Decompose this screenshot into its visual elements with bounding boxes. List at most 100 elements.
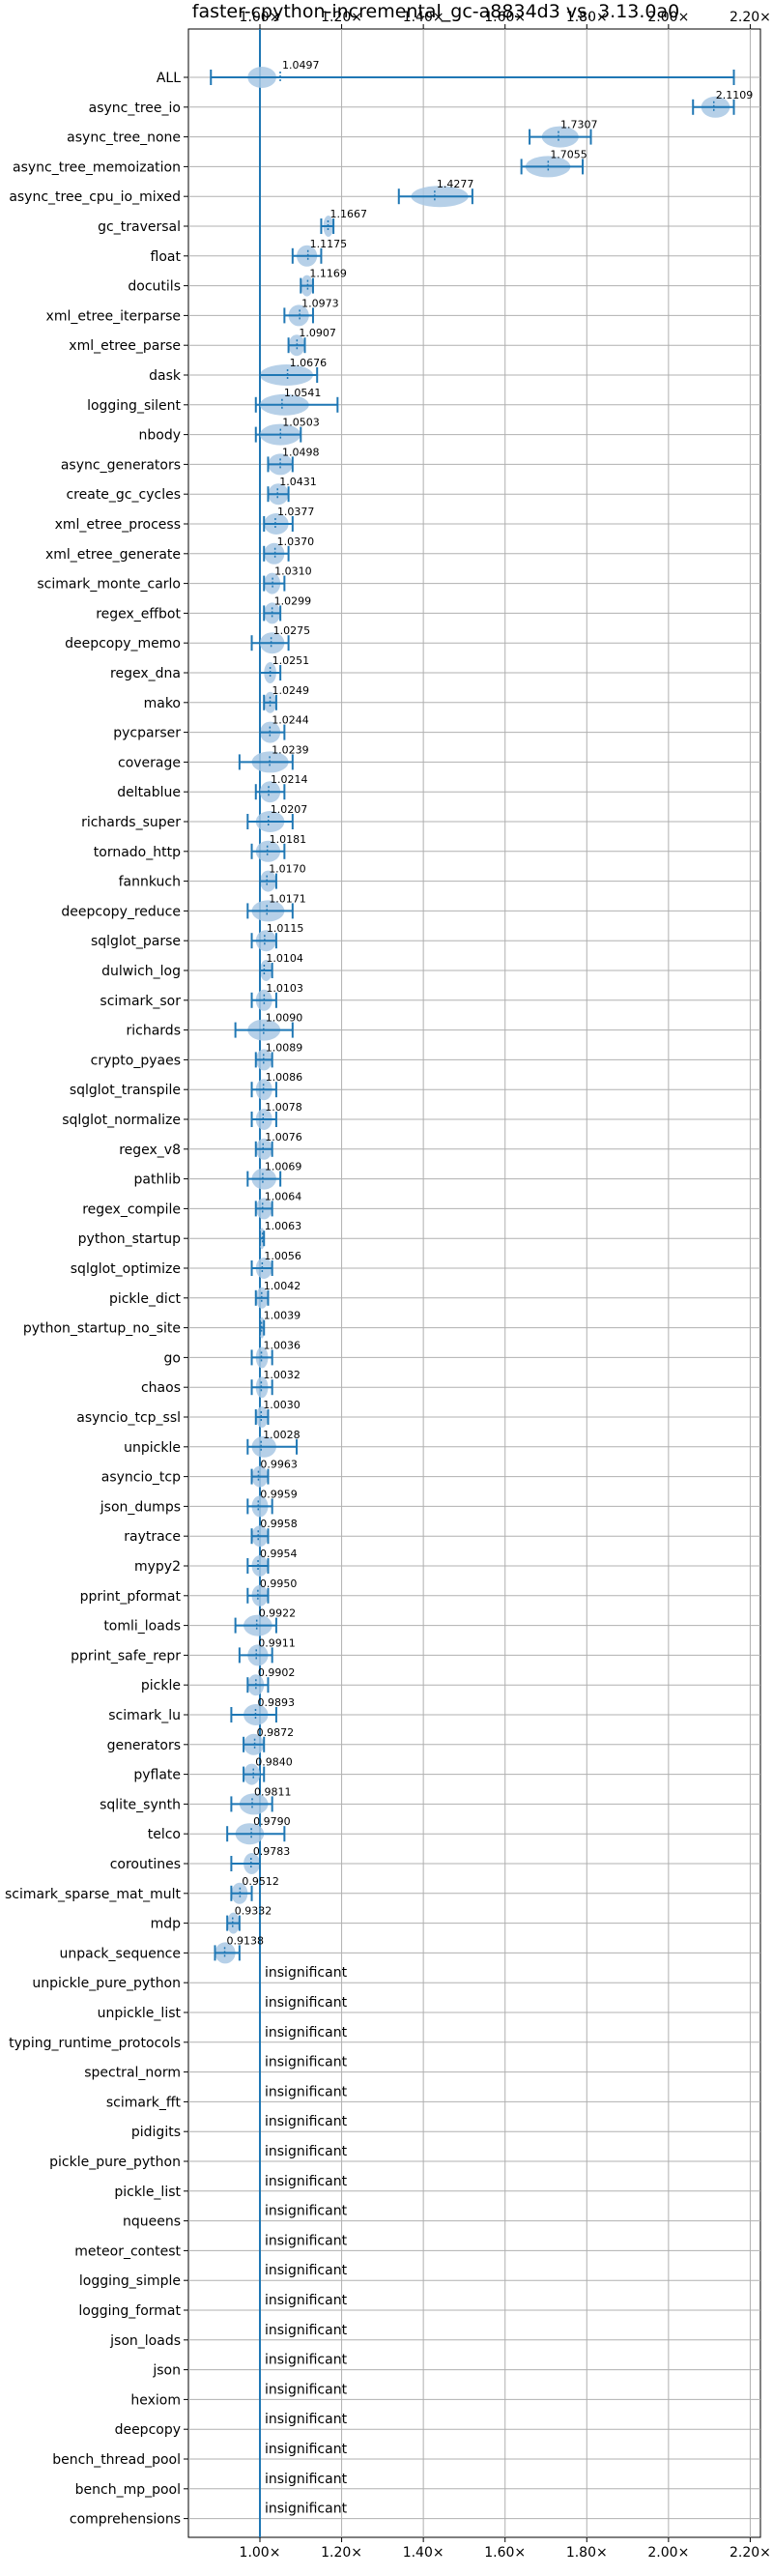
y-tick-label: go [164, 1350, 181, 1366]
insignificant-label: insignificant [265, 2442, 348, 2457]
value-label: 1.0036 [264, 1339, 301, 1351]
value-label: 0.9902 [258, 1666, 296, 1679]
value-label: 0.9963 [260, 1459, 298, 1471]
y-tick-label: meteor_contest [74, 2243, 181, 2259]
value-label: 0.9950 [260, 1577, 298, 1590]
insignificant-label: insignificant [265, 2293, 348, 2308]
y-tick-label: unpickle_pure_python [32, 1976, 181, 1991]
y-tick-label: sqlglot_transpile [70, 1083, 181, 1098]
plot-frame [187, 28, 761, 2538]
value-label: 1.1175 [310, 238, 348, 250]
value-label: 0.9893 [257, 1696, 295, 1709]
x-tick-label: 1.40× [403, 10, 444, 25]
value-label: 1.0207 [271, 803, 308, 816]
y-tick-label: pprint_pformat [80, 1589, 182, 1605]
chart-title: faster-cpython-incremental_gc-a8834d3 vs… [192, 1, 679, 22]
value-label: 1.0115 [267, 922, 304, 935]
y-tick-label: hexiom [130, 2392, 181, 2408]
value-label: 1.0170 [269, 863, 306, 876]
y-tick-label: pickle_pure_python [49, 2155, 181, 2170]
y-tick-label: tomli_loads [103, 1619, 181, 1635]
y-tick-label: xml_etree_generate [45, 547, 181, 563]
x-tick-label: 1.60× [484, 2545, 526, 2561]
y-tick-label: unpack_sequence [60, 1946, 181, 1961]
y-tick-label: xml_etree_parse [69, 338, 181, 354]
value-label: 1.0064 [265, 1190, 302, 1202]
y-tick-label: logging_silent [87, 398, 181, 414]
value-label: 1.0103 [266, 982, 303, 995]
y-tick-label: regex_dna [110, 666, 181, 681]
value-label: 1.0032 [263, 1369, 301, 1381]
value-label: 1.0056 [264, 1250, 301, 1262]
y-tick-label: coroutines [110, 1857, 181, 1872]
value-label: 1.0907 [299, 327, 336, 339]
y-tick-label: mypy2 [134, 1559, 181, 1575]
insignificant-label: insignificant [265, 2323, 348, 2338]
value-label: 0.9911 [258, 1636, 296, 1649]
value-label: 1.0676 [290, 357, 328, 369]
value-label: 0.9332 [235, 1905, 272, 1918]
insignificant-label: insignificant [265, 2353, 348, 2368]
value-label: 2.1109 [716, 89, 754, 101]
y-tick-label: async_generators [61, 457, 181, 473]
y-tick-label: nbody [139, 428, 182, 444]
value-label: 0.9954 [260, 1548, 298, 1560]
y-tick-label: generators [107, 1738, 181, 1753]
y-tick-label: sqlite_synth [100, 1797, 181, 1812]
value-label: 1.0431 [279, 476, 317, 488]
value-label: 1.0310 [274, 565, 312, 578]
grid [188, 29, 760, 2537]
x-tick-label: 1.20× [321, 10, 362, 25]
value-label: 1.0028 [263, 1429, 301, 1441]
value-label: 0.9783 [253, 1845, 291, 1858]
insignificant-label: insignificant [265, 2472, 348, 2487]
y-tick-label: pathlib [134, 1172, 182, 1188]
value-label: 1.0244 [272, 714, 309, 727]
y-tick-label: chaos [141, 1380, 181, 1396]
value-label: 1.0171 [269, 892, 306, 905]
value-label: 1.7055 [550, 148, 587, 160]
y-tick-label: scimark_sparse_mat_mult [5, 1887, 181, 1902]
insignificant-label: insignificant [265, 2204, 348, 2219]
value-label: 1.0275 [273, 624, 311, 637]
y-tick-label: python_startup [78, 1231, 181, 1247]
y-axis: ALL async_tree_io async_tree_none async_tre… [5, 71, 188, 2528]
x-tick-label: 2.20× [730, 2545, 771, 2561]
x-tick-label: 1.80× [566, 2545, 608, 2561]
y-tick-label: regex_compile [82, 1201, 181, 1217]
x-tick-label: 1.00× [240, 2545, 281, 2561]
y-tick-label: nqueens [123, 2214, 181, 2230]
x-tick-label: 1.40× [403, 2545, 444, 2561]
y-tick-label: float [151, 249, 182, 265]
value-label: 1.0104 [266, 952, 303, 965]
insignificant-label: insignificant [265, 2233, 348, 2248]
x-axis-top: 1.00× 1.20× 1.40× 1.60× 1.80× 2.00× 2.20× [240, 10, 771, 29]
value-label: 1.0063 [265, 1220, 302, 1232]
value-label: 1.0541 [284, 387, 322, 399]
y-tick-label: tornado_http [94, 845, 181, 860]
y-tick-label: json [152, 2363, 181, 2379]
y-tick-label: python_startup_no_site [23, 1321, 181, 1337]
insignificant-label: insignificant [265, 2114, 348, 2129]
y-tick-label: scimark_monte_carlo [37, 577, 181, 593]
x-tick-label: 2.20× [730, 10, 771, 25]
x-tick-label: 1.60× [484, 10, 526, 25]
y-tick-label: asyncio_tcp_ssl [76, 1410, 181, 1426]
x-tick-label: 1.20× [321, 2545, 362, 2561]
value-label: 1.0498 [282, 446, 320, 458]
y-tick-label: unpickle [124, 1440, 181, 1456]
insignificant-label: insignificant [265, 1965, 348, 1981]
y-tick-label: deepcopy [115, 2422, 181, 2438]
y-tick-label: unpickle_list [98, 2006, 182, 2021]
y-tick-label: bench_mp_pool [75, 2482, 181, 2498]
y-tick-label: dulwich_log [101, 964, 181, 979]
y-tick-label: json_dumps [100, 1499, 181, 1515]
y-tick-label: pickle_dict [109, 1291, 182, 1307]
y-tick-label: scimark_sor [100, 994, 181, 1009]
y-tick-label: xml_etree_process [55, 517, 181, 533]
insignificant-label: insignificant [265, 2174, 348, 2189]
value-label: 1.0370 [277, 535, 315, 548]
y-tick-label: pprint_safe_repr [71, 1648, 181, 1664]
y-tick-label: fannkuch [119, 875, 181, 890]
value-label: 0.9811 [254, 1785, 292, 1798]
